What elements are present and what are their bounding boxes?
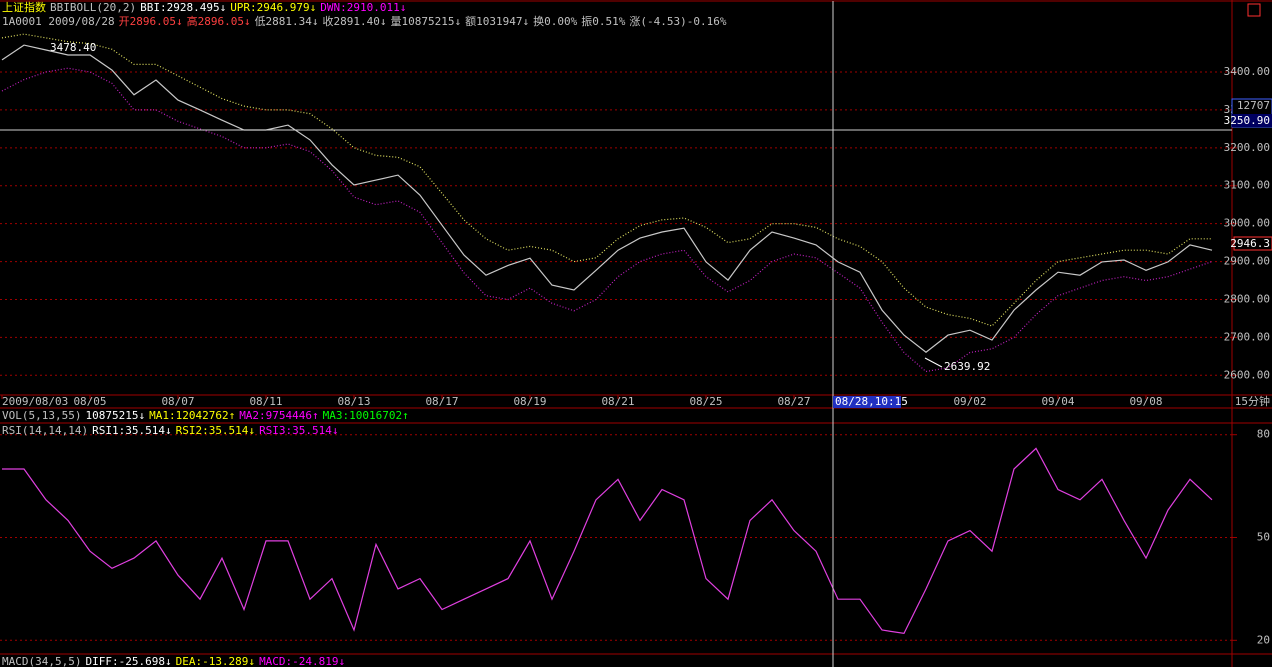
x-tick-label: 08/11 bbox=[249, 395, 282, 408]
window-button bbox=[1247, 3, 1261, 17]
crosshair-time: 08/28,10:15 bbox=[835, 395, 908, 408]
quote-line: 1A0001 2009/08/28 开2896.05↓ 高2896.05↓ 低2881… bbox=[2, 15, 730, 28]
quote-item: 换0.00% bbox=[533, 15, 578, 28]
y-tick-label: 2800.00 bbox=[1224, 292, 1270, 305]
x-tick-label: 08/07 bbox=[161, 395, 194, 408]
rsi-item: RSI2:35.514↓ bbox=[175, 424, 256, 437]
annotation: 3478.40 bbox=[50, 41, 96, 54]
quote-item: 开2896.05↓ bbox=[118, 15, 183, 28]
crosshair-price: 3250.90 bbox=[1224, 114, 1270, 127]
y-tick-label: 3200.00 bbox=[1224, 141, 1270, 154]
x-tick-label: 09/02 bbox=[953, 395, 986, 408]
quote-item: 收2891.40↓ bbox=[322, 15, 387, 28]
x-tick-label: 08/27 bbox=[777, 395, 810, 408]
series-line bbox=[2, 447, 1213, 635]
y-tick-label: 3000.00 bbox=[1224, 217, 1270, 230]
vol-item: MA1:12042762↑ bbox=[149, 409, 236, 422]
quote-item: 振0.51% bbox=[581, 15, 626, 28]
rsi-item: RSI1:35.514↓ bbox=[92, 424, 172, 437]
rsi-item: RSI3:35.514↓ bbox=[259, 424, 339, 437]
macd-item: MACD(34,5,5) bbox=[2, 655, 82, 667]
dwn: DWN:2910.011↓ bbox=[320, 1, 407, 14]
y-tick-label: 3100.00 bbox=[1224, 179, 1270, 192]
x-tick-label: 08/25 bbox=[689, 395, 722, 408]
rsi-header: RSI(14,14,14) RSI1:35.514↓ RSI2:35.514↓ RSI… bbox=[2, 424, 343, 437]
x-tick-label: 08/19 bbox=[513, 395, 546, 408]
symbol: 上证指数 bbox=[2, 1, 46, 14]
annotation-leader bbox=[924, 357, 943, 368]
vol-item: MA3:10016702↑ bbox=[322, 409, 409, 422]
series-line bbox=[1, 33, 1212, 327]
y-tick-label: 2700.00 bbox=[1224, 330, 1270, 343]
x-tick-label: 08/05 bbox=[73, 395, 106, 408]
crosshair-price-box bbox=[1232, 114, 1272, 127]
bbi: BBI:2928.495↓ bbox=[140, 1, 227, 14]
y-tick-label: 50 bbox=[1257, 531, 1270, 544]
indicator: BBIBOLL(20,2) bbox=[50, 1, 137, 14]
x-tick-label: 09/04 bbox=[1041, 395, 1074, 408]
x-tick-label: 08/21 bbox=[601, 395, 634, 408]
crosshair-time-box bbox=[833, 396, 901, 408]
annotation: 2639.92 bbox=[944, 360, 990, 373]
quote-item: 量10875215↓ bbox=[390, 15, 462, 28]
main-header: 上证指数 BBIBOLL(20,2) BBI:2928.495↓ UPR:2946.9… bbox=[2, 1, 410, 14]
x-tick-label: 08/13 bbox=[337, 395, 370, 408]
crosshair-volume: 12707 bbox=[1237, 99, 1270, 112]
y-tick-label: 80 bbox=[1257, 428, 1270, 441]
quote-item: 1A0001 2009/08/28 bbox=[2, 15, 115, 28]
vol-item: 10875215↓ bbox=[85, 409, 146, 422]
quote-item: 高2896.05↓ bbox=[186, 15, 251, 28]
series-line bbox=[1, 44, 1213, 353]
y-tick-label: 2900.00 bbox=[1224, 255, 1270, 268]
macd-header: MACD(34,5,5) DIFF:-25.698↓ DEA:-13.289↓ MAC… bbox=[2, 655, 349, 667]
vol-item: VOL(5,13,55) bbox=[2, 409, 82, 422]
macd-item: DIFF:-25.698↓ bbox=[85, 655, 172, 667]
vol-item: MA2:9754446↑ bbox=[239, 409, 319, 422]
y-tick-label: 3400.00 bbox=[1224, 65, 1270, 78]
upr: UPR:2946.979↓ bbox=[230, 1, 317, 14]
x-tick-label: 2009/08/03 bbox=[2, 395, 68, 408]
vol-header: VOL(5,13,55) 10875215↓ MA1:12042762↑ MA2:97… bbox=[2, 409, 413, 422]
x-tick-label: 09/08 bbox=[1129, 395, 1162, 408]
quote-item: 涨(-4.53)-0.16% bbox=[629, 15, 727, 28]
macd-item: MACD:-24.819↓ bbox=[259, 655, 346, 667]
y-tick-label: 2600.00 bbox=[1224, 368, 1270, 381]
y-tick-label: 20 bbox=[1257, 633, 1270, 646]
series-line bbox=[1, 67, 1213, 373]
x-tick-label: 08/17 bbox=[425, 395, 458, 408]
period: 15分钟 bbox=[1235, 394, 1270, 408]
last-price-box bbox=[1233, 236, 1272, 251]
quote-item: 额1031947↓ bbox=[465, 15, 530, 28]
last-price: 2946.3 bbox=[1230, 237, 1270, 250]
macd-item: DEA:-13.289↓ bbox=[175, 655, 256, 667]
rsi-item: RSI(14,14,14) bbox=[2, 424, 89, 437]
quote-item: 低2881.34↓ bbox=[254, 15, 319, 28]
